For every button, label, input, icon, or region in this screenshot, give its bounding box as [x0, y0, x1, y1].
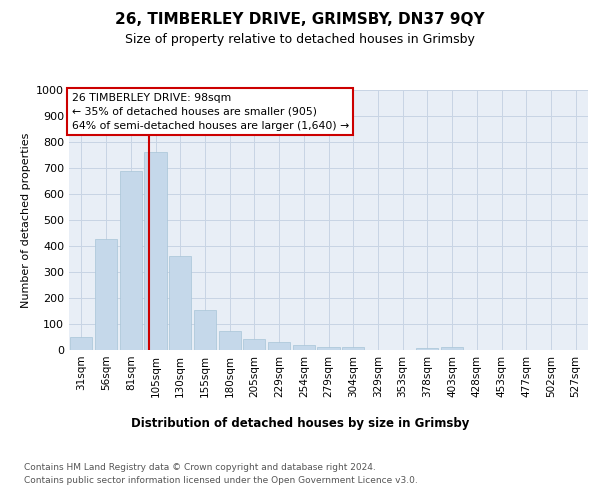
Bar	[194, 310, 216, 350]
Bar	[218, 330, 241, 350]
Bar	[169, 256, 191, 350]
Text: 26, TIMBERLEY DRIVE, GRIMSBY, DN37 9QY: 26, TIMBERLEY DRIVE, GRIMSBY, DN37 9QY	[115, 12, 485, 28]
Text: Distribution of detached houses by size in Grimsby: Distribution of detached houses by size …	[131, 418, 469, 430]
Text: Contains public sector information licensed under the Open Government Licence v3: Contains public sector information licen…	[24, 476, 418, 485]
Y-axis label: Number of detached properties: Number of detached properties	[20, 132, 31, 308]
Bar	[268, 342, 290, 350]
Bar	[243, 339, 265, 350]
Text: 26 TIMBERLEY DRIVE: 98sqm
← 35% of detached houses are smaller (905)
64% of semi: 26 TIMBERLEY DRIVE: 98sqm ← 35% of detac…	[71, 92, 349, 130]
Bar	[441, 348, 463, 350]
Bar	[119, 171, 142, 350]
Bar	[416, 348, 439, 350]
Text: Size of property relative to detached houses in Grimsby: Size of property relative to detached ho…	[125, 32, 475, 46]
Bar	[293, 346, 315, 350]
Bar	[95, 240, 117, 350]
Bar	[145, 152, 167, 350]
Text: Contains HM Land Registry data © Crown copyright and database right 2024.: Contains HM Land Registry data © Crown c…	[24, 462, 376, 471]
Bar	[70, 337, 92, 350]
Bar	[317, 347, 340, 350]
Bar	[342, 348, 364, 350]
